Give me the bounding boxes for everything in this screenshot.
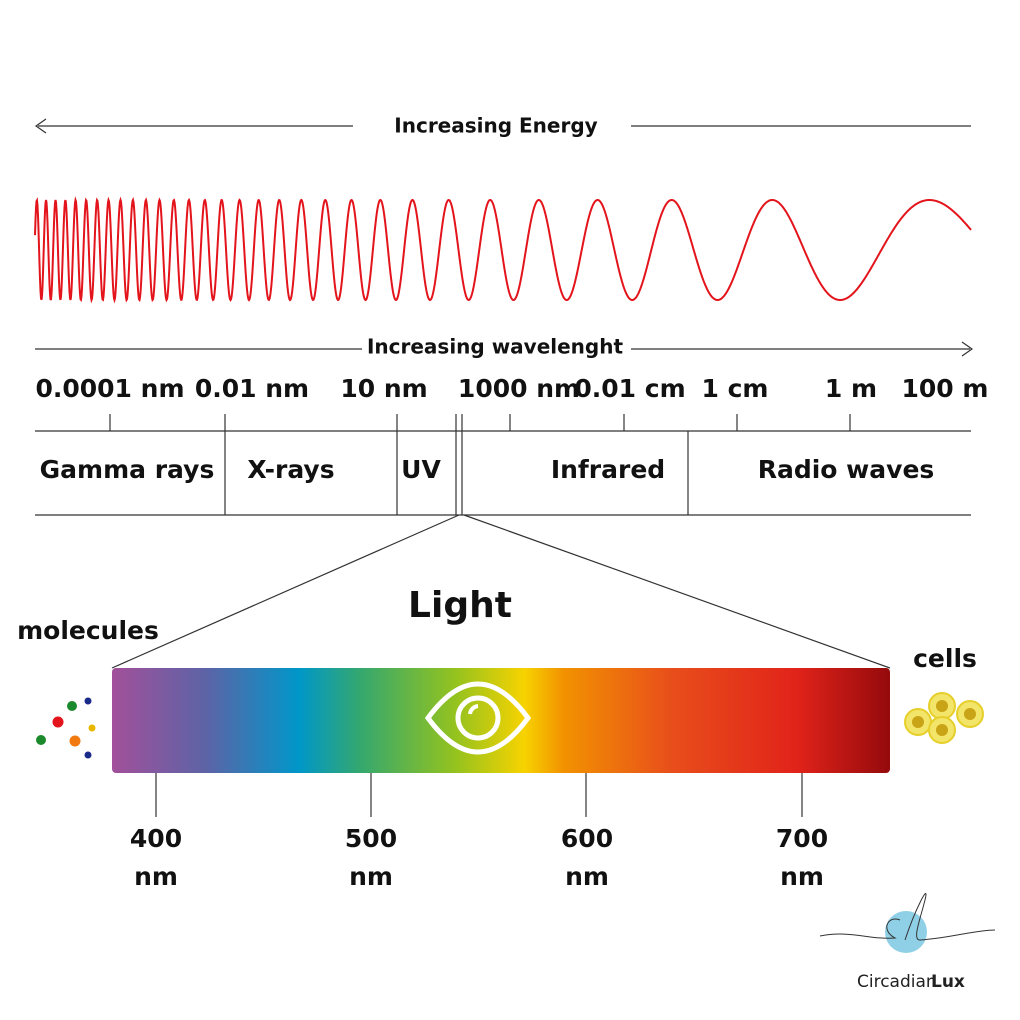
visible-number: 500 bbox=[345, 824, 397, 853]
band-label: Gamma rays bbox=[40, 455, 215, 484]
wavelength-label: Increasing wavelenght bbox=[367, 335, 624, 359]
cells-label: cells bbox=[913, 644, 977, 673]
logo-second: Lux bbox=[931, 972, 965, 992]
visible-unit: nm bbox=[565, 862, 609, 891]
scale-label: 1 cm bbox=[702, 374, 769, 403]
arrow-head bbox=[961, 341, 974, 357]
band-label: X-rays bbox=[247, 455, 334, 484]
energy-label: Increasing Energy bbox=[394, 114, 597, 138]
zoom-line bbox=[463, 514, 891, 669]
cells-icon bbox=[904, 692, 984, 744]
scale-label: 1000 nm bbox=[458, 374, 580, 403]
wave bbox=[34, 196, 972, 304]
light-title: Light bbox=[408, 585, 512, 626]
scale-label: 0.01 nm bbox=[195, 374, 309, 403]
molecules-icon bbox=[36, 697, 96, 759]
band-grid bbox=[35, 414, 971, 516]
logo-first: Circadian bbox=[857, 972, 937, 992]
eye-icon bbox=[424, 681, 532, 755]
band-label: Radio waves bbox=[758, 455, 935, 484]
logo: Circadian Lux bbox=[819, 893, 996, 992]
visible-number: 400 bbox=[130, 824, 182, 853]
scale-label: 0.01 cm bbox=[574, 374, 685, 403]
visible-number: 600 bbox=[561, 824, 613, 853]
zoom-line bbox=[111, 514, 460, 669]
visible-ticks bbox=[155, 773, 803, 817]
molecules-label: molecules bbox=[17, 616, 159, 645]
scale-label: 100 m bbox=[902, 374, 989, 403]
scale-label: 0.0001 nm bbox=[35, 374, 184, 403]
visible-number: 700 bbox=[776, 824, 828, 853]
visible-spectrum bbox=[112, 668, 890, 773]
visible-unit: nm bbox=[780, 862, 824, 891]
arrow-head bbox=[34, 118, 47, 134]
scale-label: 10 nm bbox=[340, 374, 427, 403]
visible-unit: nm bbox=[349, 862, 393, 891]
band-label: Infrared bbox=[551, 455, 665, 484]
scale-label: 1 m bbox=[825, 374, 877, 403]
band-label: UV bbox=[401, 455, 441, 484]
visible-unit: nm bbox=[134, 862, 178, 891]
